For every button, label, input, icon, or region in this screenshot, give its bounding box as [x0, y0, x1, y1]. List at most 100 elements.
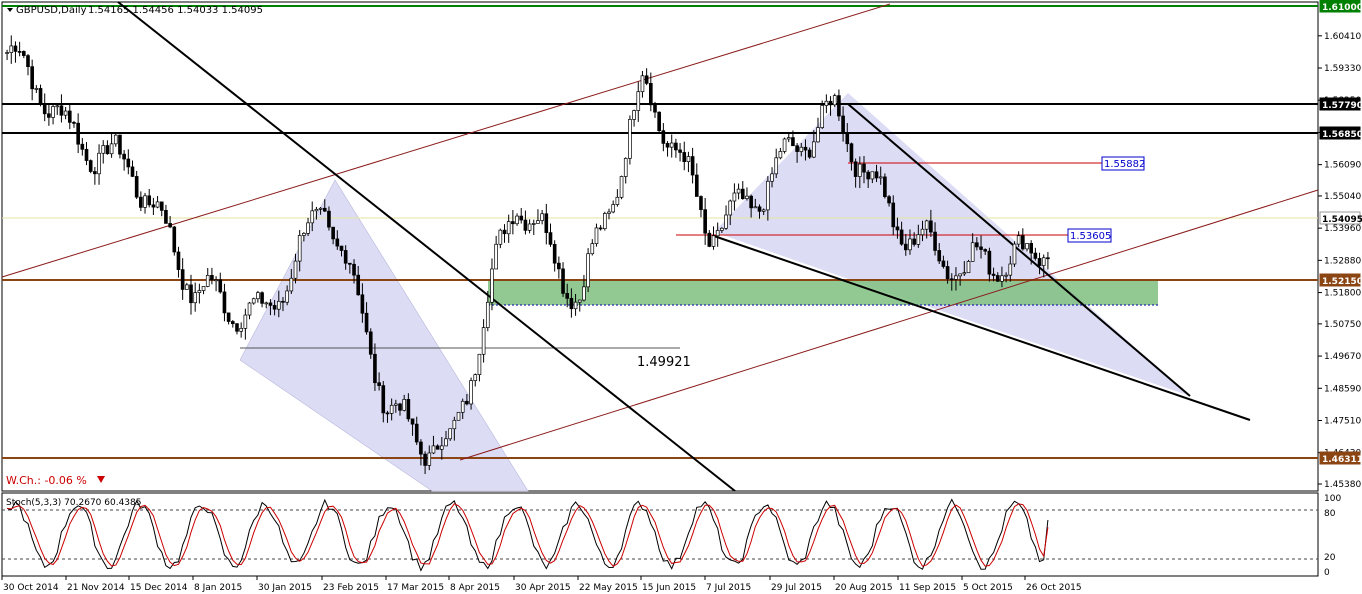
candle-body — [623, 158, 628, 177]
candle-body — [155, 201, 160, 208]
downtrend-line-major[interactable] — [117, 1, 736, 492]
candle-body — [21, 51, 26, 56]
candle-body — [285, 290, 289, 303]
candle-body — [494, 243, 498, 270]
candle-body — [832, 95, 837, 106]
candle-body — [327, 210, 331, 228]
candle-body — [226, 312, 231, 322]
candle-body — [189, 284, 193, 304]
candle-body — [573, 301, 578, 310]
x-tick-label: 30 Apr 2015 — [515, 583, 571, 593]
candle-body — [264, 302, 269, 305]
candle-body — [548, 232, 553, 245]
candle-body — [55, 105, 60, 108]
candle-body — [527, 223, 532, 231]
candle-body — [444, 438, 448, 447]
candle-body — [753, 206, 758, 209]
candle-body — [448, 428, 452, 440]
candle-body — [435, 445, 440, 450]
candle-body — [118, 134, 122, 155]
candle-body — [63, 110, 68, 116]
candle-body — [866, 171, 870, 180]
y-tick-label: 1.59330 — [1324, 64, 1361, 74]
x-tick-label: 11 Sep 2015 — [899, 583, 956, 593]
candle-body — [168, 223, 172, 228]
x-tick-label: 23 Feb 2015 — [323, 583, 379, 593]
candle-body — [235, 323, 239, 332]
candle-body — [552, 244, 557, 264]
x-tick-label: 15 Dec 2014 — [130, 583, 188, 593]
candle-body — [841, 115, 845, 133]
candle-body — [728, 200, 733, 216]
candle-body — [799, 146, 804, 152]
candle-body — [995, 275, 1000, 282]
candle-body — [816, 127, 820, 143]
candle-body — [113, 134, 118, 145]
candle-body — [661, 130, 666, 144]
y-tick-label: 1.55040 — [1324, 192, 1361, 202]
price-tag-box — [1319, 211, 1361, 225]
candle-body — [891, 202, 896, 228]
candle-body — [853, 161, 858, 177]
candle-body — [778, 151, 783, 159]
candle-body — [247, 302, 252, 316]
label-1-55882: 1.55882 — [1104, 159, 1145, 170]
candle-body — [356, 274, 361, 296]
candle-body — [1012, 243, 1017, 265]
candle-body — [419, 441, 423, 455]
candle-body — [193, 292, 198, 304]
candle-body — [402, 399, 407, 411]
candle-body — [164, 210, 168, 224]
candle-body — [498, 229, 503, 245]
candle-body — [531, 223, 536, 225]
candle-body — [966, 261, 971, 274]
candle-body — [222, 291, 227, 314]
candle-body — [410, 418, 415, 425]
candle-body — [1004, 274, 1008, 277]
candle-body — [1025, 243, 1029, 250]
candle-body — [473, 374, 478, 381]
wedge-lower-line[interactable] — [713, 235, 1251, 421]
channel-upper-line[interactable] — [1, 3, 891, 278]
candle-body — [159, 201, 164, 211]
candle-body — [824, 100, 829, 106]
candle-body — [732, 192, 737, 202]
channel-lower-line[interactable] — [459, 189, 1319, 461]
y-tick-label: 1.51800 — [1324, 289, 1361, 299]
price-tag: 1.52150 — [1322, 277, 1362, 287]
candle-body — [1041, 257, 1046, 266]
candle-body — [544, 213, 549, 233]
candle-body — [239, 327, 243, 332]
candle-body — [803, 146, 808, 151]
down-arrow-icon — [97, 476, 105, 483]
candle-body — [912, 238, 916, 245]
candle-body — [916, 234, 921, 245]
triangle-pattern-feb — [239, 179, 529, 492]
candle-body — [180, 269, 185, 290]
candle-body — [197, 290, 202, 293]
candle-body — [1016, 235, 1021, 245]
price-tag-box — [1319, 0, 1361, 13]
collapse-triangle-icon[interactable] — [7, 8, 13, 12]
candle-body — [991, 273, 996, 276]
candle-body — [887, 196, 891, 204]
price-tags: 1.61000 1.57790 1.56850 1.54095 1.52150 1.463… — [1319, 0, 1362, 465]
candle-body — [569, 297, 574, 310]
candle-body — [293, 260, 298, 279]
wedge-upper-line[interactable] — [847, 103, 1191, 397]
candle-body — [686, 156, 691, 163]
candle-body — [1033, 252, 1038, 259]
price-tag: 1.56850 — [1322, 130, 1362, 140]
stoch-label: Stoch(5,3,3) 70.2670 60.4385 — [6, 498, 141, 508]
candle-body — [469, 380, 473, 405]
price-tag: 1.61000 — [1322, 3, 1362, 13]
label-box-1-53605 — [1067, 228, 1112, 243]
candle-body — [331, 226, 335, 240]
candle-body — [715, 230, 720, 237]
candle-body — [694, 174, 699, 197]
label-1-53605: 1.53605 — [1070, 231, 1111, 242]
price-tag: 1.57790 — [1322, 101, 1362, 111]
candle-body — [632, 110, 636, 120]
candle-body — [640, 75, 645, 93]
